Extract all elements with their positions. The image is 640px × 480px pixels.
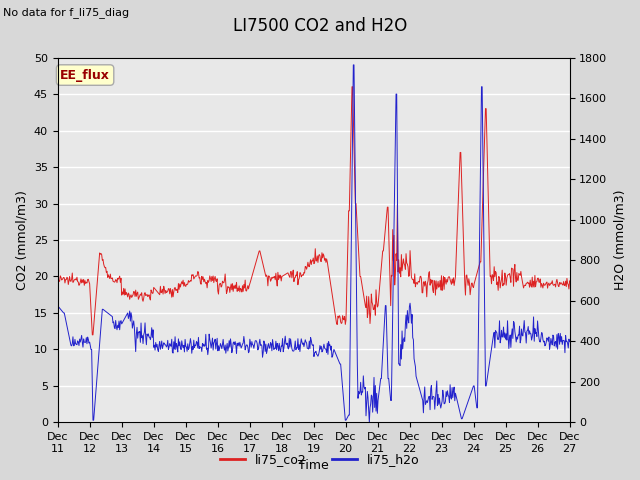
Legend: li75_co2, li75_h2o: li75_co2, li75_h2o (215, 448, 425, 471)
Text: LI7500 CO2 and H2O: LI7500 CO2 and H2O (233, 17, 407, 35)
Text: No data for f_li75_diag: No data for f_li75_diag (3, 7, 129, 18)
X-axis label: Time: Time (298, 459, 329, 472)
Text: EE_flux: EE_flux (60, 69, 110, 82)
Y-axis label: H2O (mmol/m3): H2O (mmol/m3) (613, 190, 626, 290)
Y-axis label: CO2 (mmol/m3): CO2 (mmol/m3) (15, 190, 28, 290)
